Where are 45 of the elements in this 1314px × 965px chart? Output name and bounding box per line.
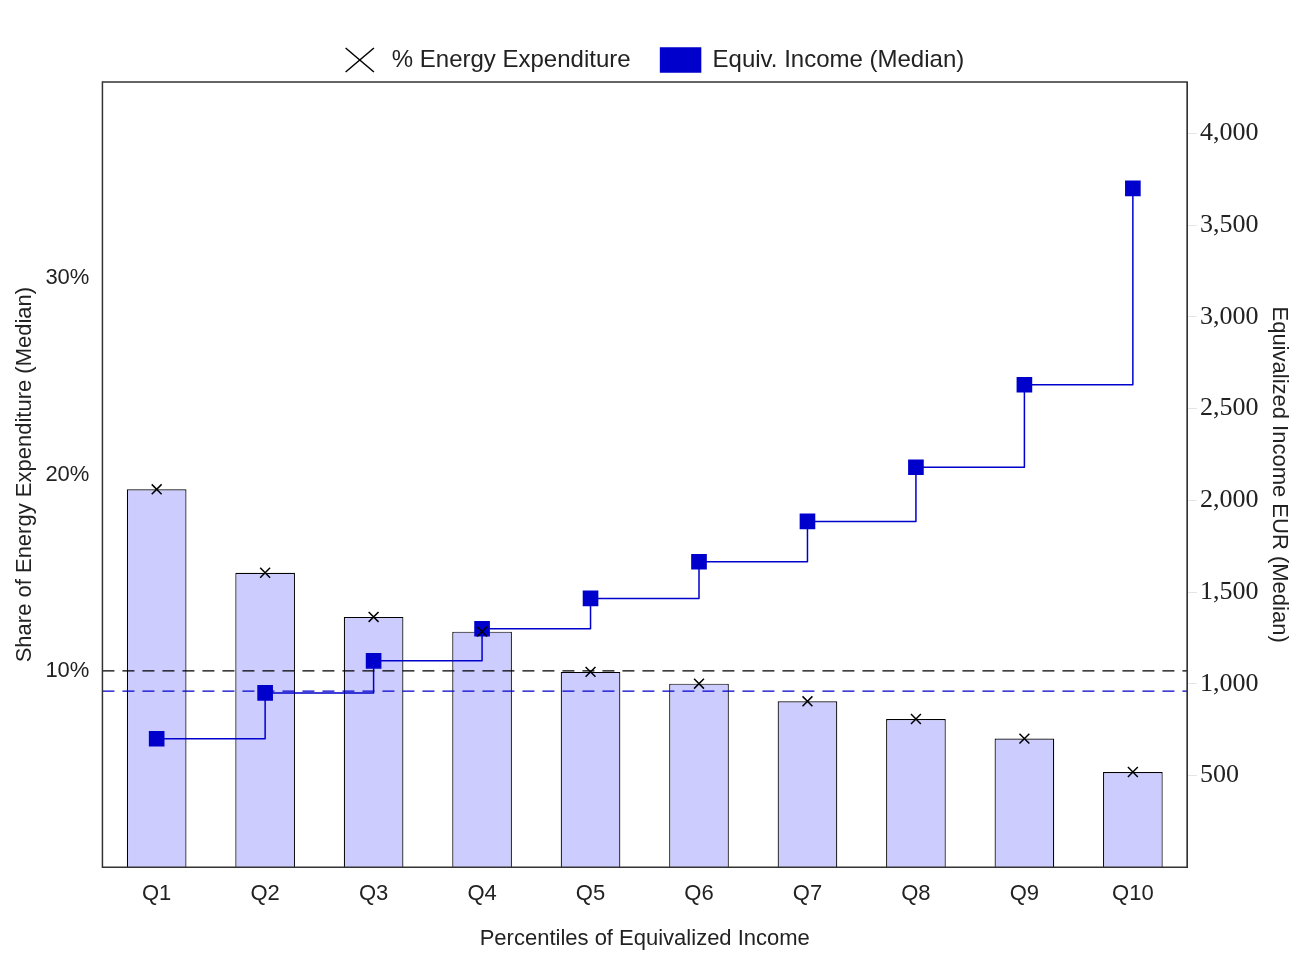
y2-tick-label: 1,000 [1200,667,1259,697]
point [910,713,922,725]
point [691,553,707,570]
x-tick-label: Q5 [575,880,606,906]
point [584,666,597,678]
y2-tick-label: 2,500 [1200,392,1259,422]
point [148,730,165,747]
point [367,611,380,623]
x-tick-label: Q3 [358,880,389,906]
y2-tick-label: 500 [1200,759,1240,789]
point [908,459,924,476]
point [365,652,382,669]
point [257,685,273,701]
point [476,625,488,638]
y-tick-label: 30% [45,264,90,290]
point [1127,766,1139,778]
x-tick-label: Q7 [792,880,823,906]
point [693,677,705,690]
y-tick-label: 10% [45,656,90,682]
y2-tick-label: 2,000 [1200,484,1259,514]
y-tick-label: 20% [45,460,90,486]
x-tick-label: Q10 [1112,880,1154,906]
y-axis-title: Share of Energy Expenditure (Median) [11,286,37,663]
point [1125,180,1141,197]
y2-tick-label: 3,500 [1200,208,1259,238]
point [801,695,814,708]
point [1018,732,1031,745]
legend-label: % Energy Expenditure [391,44,631,72]
y2-axis-title: Equivalized Income EUR (Median) [1267,306,1293,643]
x-axis-title: Percentiles of Equivalized Income [479,924,810,950]
legend-label: Equiv. Income (Median) [712,44,965,72]
x-tick-label: Q8 [901,880,931,906]
x-tick-label: Q4 [467,880,497,906]
x-tick-label: Q9 [1009,880,1040,906]
y2-tick-label: 3,000 [1200,300,1259,330]
point [1016,376,1033,393]
y2-tick-label: 4,000 [1200,117,1259,147]
x-tick-label: Q6 [684,880,714,906]
x-tick-label: Q1 [141,880,172,906]
point [150,483,163,496]
point [799,513,816,530]
x-tick-label: Q2 [250,880,280,906]
y2-tick-label: 1,500 [1200,575,1259,605]
point [259,567,271,579]
point [582,590,599,607]
